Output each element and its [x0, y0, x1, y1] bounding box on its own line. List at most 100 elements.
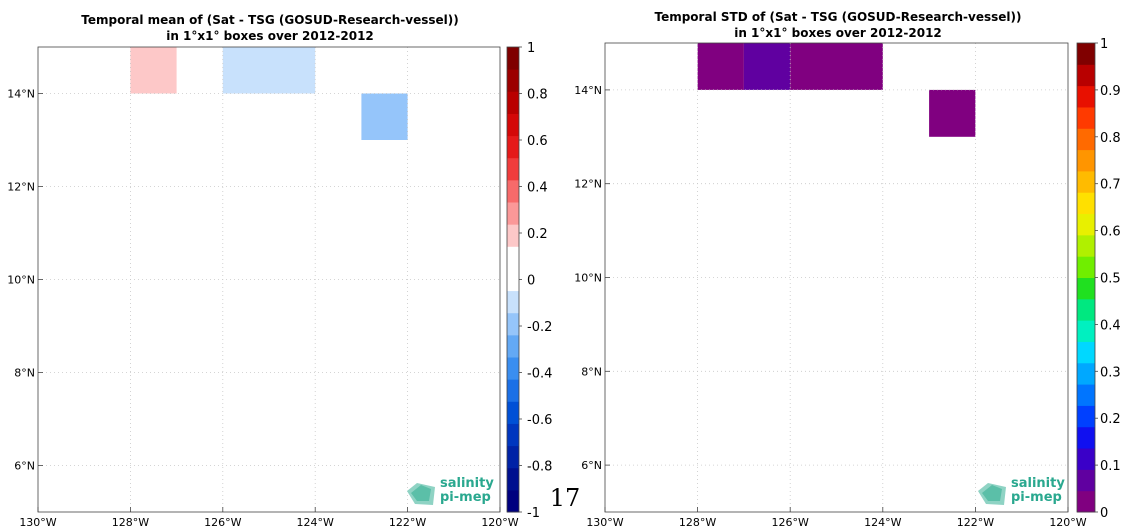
std-chart: Temporal STD of (Sat - TSG (GOSUD-Resear…	[574, 10, 1120, 529]
mean-ytick-label-1: 8°N	[14, 367, 35, 380]
std-plot-frame	[604, 42, 1069, 513]
mean-colorbar-segment-2	[507, 445, 519, 469]
std-colorbar-segment-10	[1077, 277, 1095, 300]
mean-xtick-label-5: 120°W	[481, 516, 518, 529]
mean-xtick-label-0: 130°W	[19, 516, 56, 529]
std-colorbar-segment-19	[1077, 85, 1095, 108]
std-colorbar-segment-11	[1077, 256, 1095, 278]
mean-chart-title-line1: Temporal mean of (Sat - TSG (GOSUD-Resea…	[81, 13, 459, 27]
mean-colorbar-segment-5	[507, 379, 519, 402]
mean-ytick-label-4: 14°N	[7, 88, 35, 101]
mean-colorbar-label-7: 0.4	[527, 181, 548, 196]
std-colorbar-segment-5	[1077, 384, 1095, 406]
mean-cell-1	[222, 47, 269, 94]
mean-colorbar-segment-18	[507, 91, 519, 114]
mean-colorbar-segment-15	[507, 157, 519, 181]
std-colorbar-label-8: 0.8	[1100, 131, 1121, 146]
mean-cell-2	[269, 47, 316, 94]
mean-colorbar-label-4: -0.2	[527, 320, 552, 335]
std-colorbar-segment-13	[1077, 213, 1095, 236]
std-cell-0	[697, 43, 744, 90]
std-colorbar-segment-9	[1077, 298, 1095, 321]
mean-xtick-label-2: 126°W	[204, 516, 241, 529]
mean-colorbar-label-10: 1	[527, 41, 535, 56]
mean-colorbar-segment-7	[507, 334, 519, 358]
mean-colorbar-label-3: -0.4	[527, 367, 552, 382]
std-xtick-label-3: 124°W	[864, 516, 901, 529]
std-chart-title-line2: in 1°x1° boxes over 2012-2012	[734, 26, 942, 40]
mean-cell-3	[361, 93, 408, 140]
std-colorbar-segment-18	[1077, 106, 1095, 129]
std-ytick-label-0: 6°N	[581, 459, 602, 472]
mean-colorbar-label-6: 0.2	[527, 227, 548, 242]
mean-ytick-label-0: 6°N	[14, 460, 35, 473]
logo-line1-right: salinity	[1011, 476, 1065, 491]
std-colorbar-segment-4	[1077, 405, 1095, 428]
std-cell-3	[836, 43, 883, 90]
std-colorbar-segment-17	[1077, 128, 1095, 151]
std-colorbar-segment-0	[1077, 490, 1095, 513]
std-ytick-label-2: 10°N	[574, 272, 602, 285]
mean-cell-0	[130, 47, 177, 94]
std-cell-2	[790, 43, 837, 90]
std-colorbar-label-7: 0.7	[1100, 178, 1121, 193]
std-colorbar-label-0: 0	[1100, 506, 1108, 521]
std-xtick-label-4: 122°W	[957, 516, 994, 529]
std-colorbar-segment-16	[1077, 149, 1095, 172]
std-colorbar-segment-21	[1077, 43, 1095, 65]
mean-colorbar-segment-3	[507, 423, 519, 447]
std-xtick-label-2: 126°W	[772, 516, 809, 529]
mean-ytick-label-2: 10°N	[7, 274, 35, 287]
mean-colorbar-label-8: 0.6	[527, 134, 548, 149]
std-colorbar-label-3: 0.3	[1100, 365, 1121, 380]
salinity-pi-mep-logo-right: salinity pi-mep	[978, 476, 1065, 505]
logo-mark-inner-icon	[411, 485, 431, 501]
mean-colorbar-segment-12	[507, 224, 519, 247]
mean-colorbar-segment-6	[507, 357, 519, 380]
mean-colorbar-label-5: 0	[527, 274, 535, 289]
std-colorbar-label-6: 0.6	[1100, 225, 1121, 240]
logo-line2: pi-mep	[440, 490, 491, 505]
salinity-pi-mep-logo: salinity pi-mep	[407, 476, 494, 505]
std-chart-title-line1: Temporal STD of (Sat - TSG (GOSUD-Resear…	[654, 10, 1021, 24]
mean-colorbar-segment-16	[507, 135, 519, 159]
std-colorbar-segment-7	[1077, 341, 1095, 364]
mean-colorbar-segment-20	[507, 47, 519, 70]
mean-colorbar-segment-4	[507, 401, 519, 424]
std-colorbar-segment-2	[1077, 448, 1095, 470]
std-cell-4	[929, 89, 976, 137]
mean-colorbar-segment-9	[507, 290, 519, 314]
std-colorbar-segment-14	[1077, 192, 1095, 215]
mean-colorbar-segment-0	[507, 489, 519, 513]
mean-colorbar-label-2: -0.6	[527, 413, 552, 428]
std-ytick-label-1: 8°N	[581, 365, 602, 378]
page-number: 17	[550, 484, 581, 512]
mean-xtick-label-1: 128°W	[112, 516, 149, 529]
mean-ytick-label-3: 12°N	[7, 181, 35, 194]
mean-chart-title-line2: in 1°x1° boxes over 2012-2012	[166, 29, 374, 43]
std-colorbar-segment-8	[1077, 320, 1095, 342]
std-colorbar-label-1: 0.1	[1100, 459, 1121, 474]
std-colorbar-segment-6	[1077, 362, 1095, 385]
std-colorbar-label-10: 1	[1100, 37, 1108, 52]
std-xtick-label-5: 120°W	[1049, 516, 1086, 529]
logo-line2-right: pi-mep	[1011, 490, 1062, 505]
std-xtick-label-1: 128°W	[679, 516, 716, 529]
std-colorbar-segment-3	[1077, 426, 1095, 449]
std-ytick-label-4: 14°N	[574, 84, 602, 97]
mean-colorbar-segment-19	[507, 69, 519, 92]
std-cell-1	[743, 43, 791, 90]
std-colorbar-label-2: 0.2	[1100, 412, 1121, 427]
std-colorbar-segment-12	[1077, 234, 1095, 257]
mean-xtick-label-4: 122°W	[389, 516, 426, 529]
mean-colorbar-segment-1	[507, 467, 519, 491]
std-colorbar-label-5: 0.5	[1100, 272, 1121, 287]
mean-colorbar-label-9: 0.8	[527, 88, 548, 103]
logo-line1: salinity	[440, 476, 494, 491]
std-colorbar-label-9: 0.9	[1100, 84, 1121, 99]
std-xtick-label-0: 130°W	[586, 516, 623, 529]
mean-colorbar-label-0: -1	[527, 506, 540, 521]
mean-colorbar-segment-13	[507, 202, 519, 225]
std-ytick-label-3: 12°N	[574, 178, 602, 191]
